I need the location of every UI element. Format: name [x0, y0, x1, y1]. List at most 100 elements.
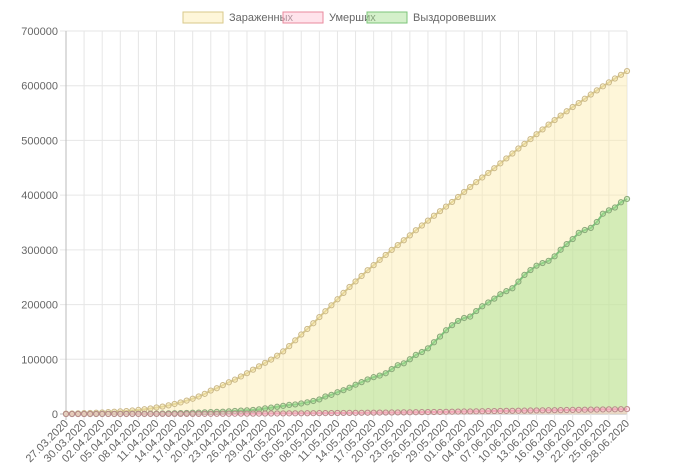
point [418, 409, 426, 416]
point [328, 409, 335, 417]
point [418, 348, 426, 356]
point [497, 291, 504, 298]
point [237, 410, 245, 417]
legend-swatch [282, 11, 324, 24]
point [473, 307, 480, 315]
point [231, 410, 239, 417]
point [575, 99, 582, 107]
point [605, 207, 613, 214]
point [201, 410, 208, 417]
point [171, 410, 178, 418]
point [424, 408, 432, 416]
point [316, 313, 323, 321]
area [66, 198, 627, 414]
point [394, 362, 401, 369]
point [249, 410, 257, 417]
point [623, 195, 631, 203]
point [485, 169, 492, 177]
point [551, 407, 558, 414]
point [448, 408, 456, 415]
point [274, 352, 281, 359]
point [352, 278, 359, 285]
point [533, 407, 540, 414]
point [509, 285, 516, 292]
point [358, 272, 365, 280]
point [503, 288, 510, 295]
point [267, 410, 275, 417]
point [93, 410, 100, 418]
point [261, 410, 269, 417]
y-tick-label: 700000 [21, 26, 58, 38]
point [587, 224, 594, 231]
point [304, 325, 311, 333]
point [575, 229, 582, 236]
point [557, 112, 564, 119]
point [551, 116, 558, 124]
point [491, 165, 498, 172]
point [406, 356, 413, 363]
point [255, 363, 263, 370]
point [497, 407, 504, 415]
point [557, 407, 564, 414]
point [171, 400, 178, 408]
point [587, 406, 594, 413]
point [382, 251, 389, 259]
point [503, 407, 510, 414]
point [515, 278, 522, 285]
point [322, 308, 329, 315]
point [352, 409, 359, 416]
point [74, 410, 82, 418]
legend-label: Умерших [329, 12, 376, 24]
point [545, 121, 552, 128]
y-tick-label: 500000 [21, 135, 58, 147]
point [340, 409, 347, 417]
point [503, 155, 510, 162]
point [346, 283, 353, 291]
point [605, 406, 613, 413]
point [292, 401, 299, 408]
point [623, 405, 631, 413]
point [129, 410, 136, 418]
point [599, 83, 606, 90]
point [310, 410, 317, 417]
point [491, 295, 498, 302]
point [611, 75, 619, 82]
point [328, 391, 335, 398]
point [213, 385, 220, 392]
point [581, 226, 588, 234]
point [563, 108, 570, 115]
point [617, 71, 625, 78]
point [274, 410, 281, 417]
point [316, 396, 323, 403]
point [623, 67, 631, 75]
point [448, 198, 456, 206]
point [394, 241, 401, 249]
point [485, 299, 492, 306]
point [80, 410, 88, 418]
point [454, 408, 462, 415]
point [563, 406, 570, 414]
point [165, 410, 172, 418]
point [286, 343, 293, 350]
point [473, 179, 480, 186]
point [280, 410, 287, 417]
y-tick-label: 300000 [21, 245, 58, 257]
point [569, 406, 576, 414]
point [581, 406, 588, 413]
point [400, 237, 407, 244]
point [521, 140, 528, 147]
point [322, 410, 329, 417]
point [569, 235, 576, 243]
point [515, 407, 522, 414]
legend-label: Выздоровевших [413, 12, 496, 24]
point [189, 410, 196, 417]
point [400, 360, 407, 367]
point [617, 199, 625, 206]
point [418, 222, 426, 229]
point [581, 95, 588, 102]
point [436, 408, 444, 416]
point [430, 339, 438, 346]
point [406, 409, 413, 416]
point [219, 410, 226, 417]
point [376, 256, 383, 263]
